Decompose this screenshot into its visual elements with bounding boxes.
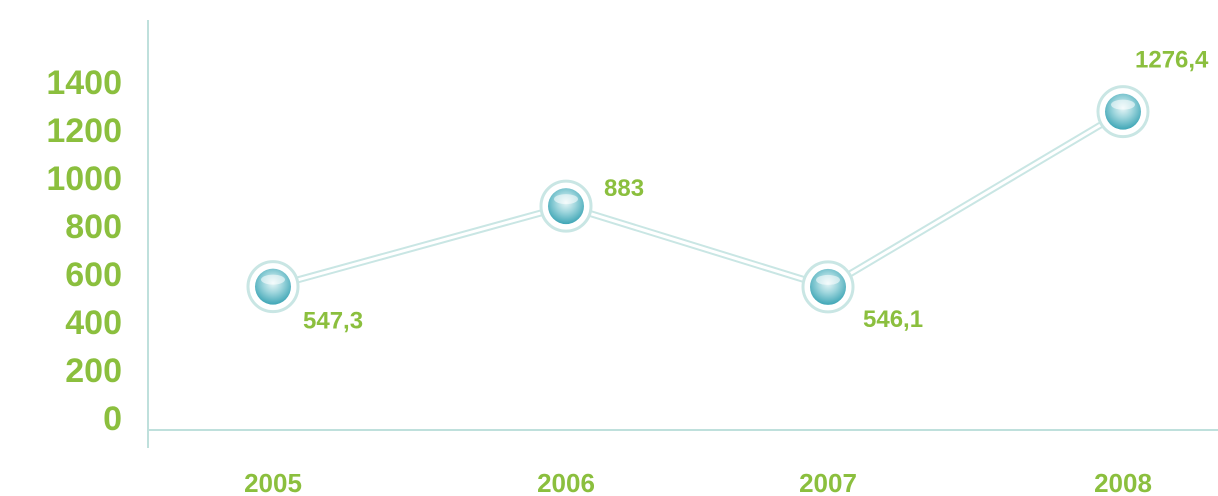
x-tick-label: 2008 <box>1094 468 1152 496</box>
series-line <box>272 110 1124 289</box>
data-point-marker <box>801 260 855 314</box>
data-label: 546,1 <box>863 306 923 333</box>
x-tick-label: 2006 <box>537 468 595 496</box>
data-label: 1276,4 <box>1135 47 1209 74</box>
data-label: 883 <box>604 175 644 202</box>
y-tick-label: 600 <box>65 256 122 294</box>
data-point-marker <box>246 260 300 314</box>
data-label: 547,3 <box>303 308 363 335</box>
y-tick-label: 0 <box>103 400 122 438</box>
series-line-shadow <box>272 108 1125 291</box>
y-tick-label: 200 <box>65 352 122 390</box>
y-tick-label: 1200 <box>46 112 122 150</box>
data-point-marker <box>539 179 593 233</box>
data-point-marker <box>1096 85 1150 139</box>
y-tick-label: 800 <box>65 208 122 246</box>
y-tick-label: 1000 <box>46 160 122 198</box>
y-tick-label: 1400 <box>46 64 122 102</box>
x-tick-label: 2005 <box>244 468 302 496</box>
x-tick-label: 2007 <box>799 468 857 496</box>
y-tick-label: 400 <box>65 304 122 342</box>
